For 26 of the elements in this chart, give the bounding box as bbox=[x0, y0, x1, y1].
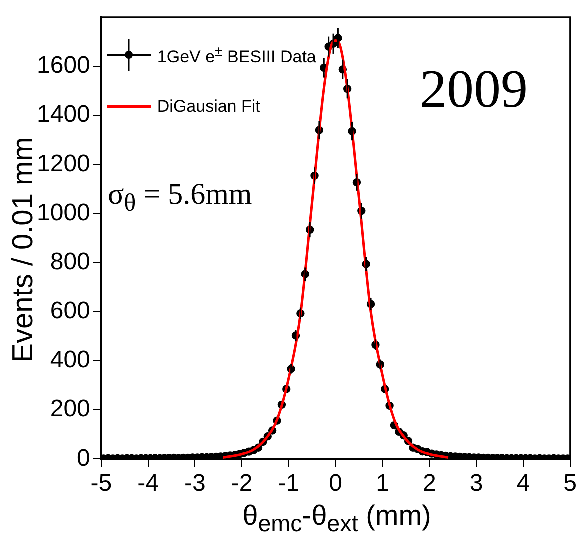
y-tick-label: 800 bbox=[50, 248, 90, 276]
y-tick-label: 1200 bbox=[37, 150, 90, 178]
y-tick-label: 1400 bbox=[37, 101, 90, 128]
x-tick-label: -3 bbox=[184, 470, 206, 498]
legend-label: DiGausian Fit bbox=[157, 97, 260, 118]
x-tick-label: 4 bbox=[516, 470, 530, 498]
x-tick-label: 5 bbox=[564, 470, 578, 498]
x-tick-label: 3 bbox=[470, 470, 484, 498]
annotation: 2009 bbox=[420, 58, 528, 120]
x-tick-label: 0 bbox=[329, 470, 343, 498]
x-tick-label: 1 bbox=[376, 470, 390, 498]
y-tick-label: 1600 bbox=[37, 52, 90, 80]
x-axis-title: θ$_{emc}$-θ$_{ext}$ (mm) bbox=[242, 500, 432, 538]
x-tick-label: 2 bbox=[422, 470, 436, 498]
x-tick-label: -4 bbox=[138, 470, 159, 498]
x-tick-label: -1 bbox=[278, 470, 300, 498]
x-tick-label: -2 bbox=[231, 470, 253, 498]
y-axis-title: Events / 0.01 mm bbox=[8, 137, 40, 363]
y-tick-label: 400 bbox=[50, 346, 90, 374]
y-tick-label: 600 bbox=[50, 298, 90, 325]
y-tick-label: 0 bbox=[77, 444, 90, 472]
legend-label: 1GeV e$^{±}$ BESIII Data bbox=[157, 44, 316, 68]
y-tick-label: 200 bbox=[50, 396, 90, 423]
x-tick-label: -5 bbox=[90, 470, 112, 498]
y-tick-label: 1000 bbox=[37, 199, 90, 226]
annotation: σ$_{θ}$ = 5.6mm bbox=[108, 178, 252, 218]
